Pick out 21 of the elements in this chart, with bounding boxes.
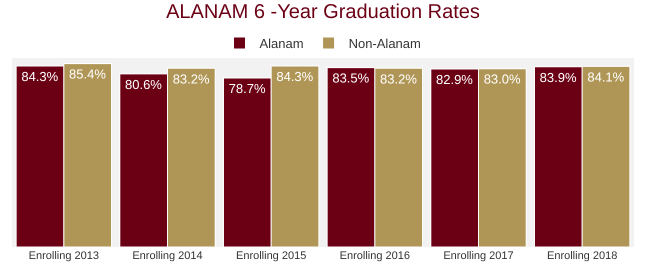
data-label: 83.0% — [484, 72, 521, 87]
x-tick-label: Enrolling 2016 — [340, 250, 410, 262]
x-tick-label: Enrolling 2015 — [236, 250, 306, 262]
data-label: 85.4% — [69, 66, 106, 82]
x-tick-label: Enrolling 2018 — [547, 250, 618, 262]
data-label: 83.2% — [380, 71, 418, 86]
x-tick-label: Enrolling 2017 — [443, 250, 514, 262]
data-label: 80.6% — [125, 76, 162, 92]
legend-label: Non-Alanam — [348, 36, 421, 52]
data-label: 78.7% — [228, 80, 266, 96]
data-label: 83.5% — [332, 70, 370, 86]
x-tick-label: Enrolling 2014 — [132, 250, 203, 262]
data-label: 82.9% — [436, 72, 474, 87]
data-label: 84.3% — [276, 68, 314, 84]
legend-label: Alanam — [260, 36, 304, 52]
data-label: 84.3% — [21, 68, 59, 84]
x-tick-label: Enrolling 2013 — [28, 250, 99, 262]
chart-title: ALANAM 6 -Year Graduation Rates — [166, 1, 480, 24]
data-label: 83.9% — [540, 70, 577, 85]
data-label: 83.2% — [172, 71, 210, 86]
data-label: 84.1% — [587, 69, 625, 84]
